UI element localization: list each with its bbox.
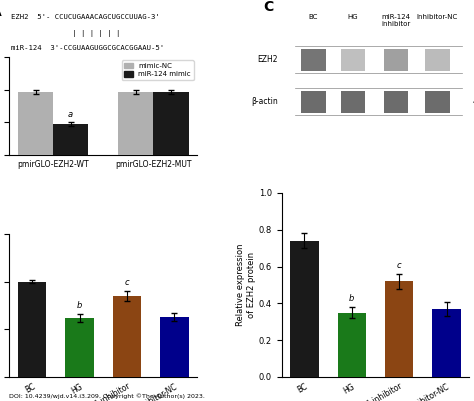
Bar	[113, 296, 141, 377]
Bar	[385, 281, 413, 377]
Text: c: c	[397, 261, 401, 270]
Text: DOI: 10.4239/wjd.v14.i3.209  Copyright ©The Author(s) 2023.: DOI: 10.4239/wjd.v14.i3.209 Copyright ©T…	[9, 393, 205, 399]
FancyBboxPatch shape	[341, 49, 365, 71]
Bar	[432, 309, 461, 377]
FancyBboxPatch shape	[301, 49, 326, 71]
Text: Inhibitor-NC: Inhibitor-NC	[417, 14, 458, 20]
Bar	[290, 241, 319, 377]
Bar	[154, 91, 189, 155]
Bar	[18, 282, 46, 377]
Text: EZH2  5'- CCUCUGAAACAGCUGCCUUAG-3': EZH2 5'- CCUCUGAAACAGCUGCCUUAG-3'	[11, 14, 160, 20]
Bar	[65, 318, 94, 377]
Text: c: c	[125, 278, 129, 287]
Bar	[18, 91, 53, 155]
FancyBboxPatch shape	[425, 91, 449, 113]
Bar	[160, 317, 189, 377]
Y-axis label: Relative expression
of EZH2 protein: Relative expression of EZH2 protein	[237, 244, 256, 326]
Text: miR-124  3'-CCGUAAGUGGCGCACGGAAU-5': miR-124 3'-CCGUAAGUGGCGCACGGAAU-5'	[11, 45, 164, 51]
Text: C: C	[263, 0, 273, 14]
FancyBboxPatch shape	[301, 91, 326, 113]
FancyBboxPatch shape	[384, 49, 408, 71]
Text: miR-124
inhibitor: miR-124 inhibitor	[382, 14, 410, 28]
Bar	[337, 312, 366, 377]
Text: A: A	[0, 5, 1, 19]
FancyBboxPatch shape	[425, 49, 449, 71]
Legend: mimic-NC, miR-124 mimic: mimic-NC, miR-124 mimic	[122, 60, 194, 80]
Text: HG: HG	[347, 14, 358, 20]
Text: BC: BC	[309, 14, 318, 20]
Text: b: b	[349, 294, 355, 303]
FancyBboxPatch shape	[341, 91, 365, 113]
Text: 35kDa: 35kDa	[473, 57, 474, 63]
Text: a: a	[68, 110, 73, 119]
FancyBboxPatch shape	[384, 91, 408, 113]
Text: β-actin: β-actin	[251, 97, 278, 106]
Text: b: b	[77, 301, 82, 310]
Bar	[53, 124, 88, 155]
Text: | | | | | |: | | | | | |	[11, 30, 121, 37]
Text: 42kDa: 42kDa	[473, 99, 474, 105]
Text: EZH2: EZH2	[257, 55, 278, 65]
Bar	[118, 92, 154, 155]
